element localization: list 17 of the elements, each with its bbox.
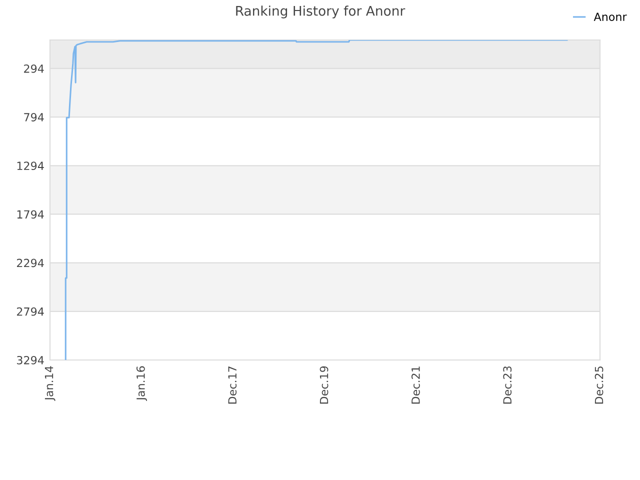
x-tick-label: Jan.14 xyxy=(44,366,56,401)
x-tick-label: Dec.25 xyxy=(594,366,604,404)
x-tick-label: Dec.19 xyxy=(320,366,328,404)
x-tick-label: Dec.21 xyxy=(411,366,420,404)
y-tick-label: 2794 xyxy=(16,307,44,316)
x-tick-label: Dec.23 xyxy=(503,366,512,404)
y-tick-label: 1794 xyxy=(17,210,44,219)
legend-label: Anonr xyxy=(594,12,627,21)
y-tick-label: 794 xyxy=(24,113,44,122)
y-tick-label: 294 xyxy=(24,64,44,73)
y-tick-label: 2294 xyxy=(16,258,44,268)
y-tick-label: 1294 xyxy=(17,162,44,170)
chart-title: Ranking History for Anonr xyxy=(236,6,406,18)
y-tick-label: 3294 xyxy=(17,356,44,364)
x-tick-label: Jan.16 xyxy=(136,366,147,401)
line-series xyxy=(64,40,568,360)
x-tick-label: Dec.17 xyxy=(228,366,237,404)
